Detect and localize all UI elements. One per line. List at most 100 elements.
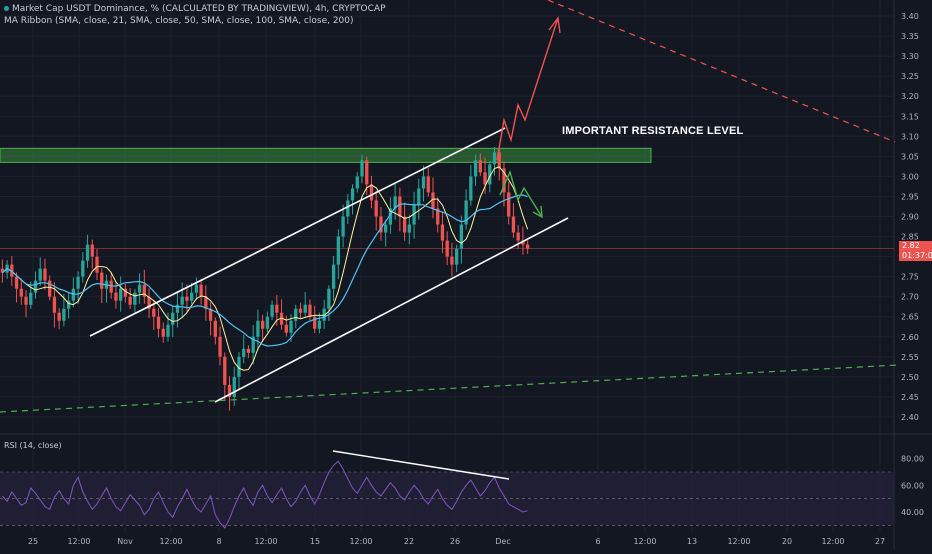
candle-body [223, 356, 227, 385]
candle-body [417, 188, 421, 205]
candle-body [497, 152, 501, 169]
candle-body [421, 176, 426, 189]
candle-body [478, 160, 482, 173]
candle-body [469, 176, 473, 201]
candle-body [350, 188, 355, 201]
candle-body [29, 292, 33, 305]
channel-upper-line [89, 127, 506, 337]
indicator-title: MA Ribbon (SMA, close, 21, SMA, close, 5… [4, 16, 354, 26]
price-axis-label: 3.40 [901, 12, 919, 21]
candle-body [142, 284, 146, 297]
ma-21-line [2, 166, 529, 371]
candle-body [251, 336, 255, 353]
candle-body [133, 292, 137, 305]
candle-body [194, 284, 199, 293]
candle-body [454, 248, 459, 265]
candle-body [275, 304, 279, 313]
time-axis-label: 12:00 [821, 537, 844, 546]
candle-body [218, 336, 222, 357]
price-axis-label: 2.70 [901, 293, 919, 302]
candle-body [199, 284, 203, 297]
candle-body [331, 264, 336, 289]
candle-body [279, 312, 284, 325]
candle-body [313, 316, 317, 329]
price-axis-label: 2.85 [901, 233, 919, 242]
candle-body [24, 296, 28, 305]
symbol-title-text: Market Cap USDT Dominance, % (CALCULATED… [12, 4, 386, 14]
rsi-axis-label: 80.00 [901, 455, 924, 464]
price-axis-label: 2.65 [901, 313, 919, 322]
time-axis-label: 25 [28, 537, 38, 546]
candle-body [256, 320, 260, 337]
time-axis-label: 12:00 [254, 537, 277, 546]
candle-body [66, 300, 71, 309]
candle-body [488, 164, 492, 185]
candle-body [171, 312, 175, 325]
candle-body [265, 316, 270, 329]
price-axis-label: 2.40 [901, 413, 919, 422]
candle-body [123, 288, 128, 297]
candle-body [95, 256, 99, 273]
bullish-projection-arrowhead [548, 16, 561, 34]
candle-body [152, 308, 156, 317]
candle-body [81, 260, 85, 277]
candle-body [284, 324, 288, 333]
time-axis-label: 12:00 [159, 537, 182, 546]
candle-body [156, 316, 161, 329]
bullish-projection-path [496, 17, 559, 161]
candle-body [341, 216, 345, 237]
candle-body [208, 308, 213, 321]
candle-body [180, 296, 184, 305]
candle-body [398, 196, 402, 217]
price-axis-label: 3.25 [901, 72, 919, 81]
candle-body [232, 376, 236, 397]
resistance-zone [0, 147, 652, 163]
candle-body [166, 324, 170, 337]
last-price-value: 2.82 [902, 241, 920, 250]
candle-body [521, 240, 525, 245]
time-axis-label: 12:00 [349, 537, 372, 546]
candle-body [260, 320, 265, 329]
candle-body [322, 308, 326, 321]
candle-body [128, 296, 132, 305]
price-axis-label: 2.45 [901, 393, 919, 402]
candle-body [360, 160, 364, 177]
candle-body [346, 200, 350, 217]
candle-body [407, 224, 411, 233]
time-axis-label: 12:00 [67, 537, 90, 546]
candle-body [289, 320, 293, 333]
candle-body [450, 256, 454, 265]
candle-body [298, 308, 303, 313]
price-axis-label: 2.95 [901, 192, 919, 201]
candle-body [114, 292, 118, 301]
price-axis-label: 2.75 [901, 273, 919, 282]
price-axis-label: 3.05 [901, 152, 919, 161]
candle-body [270, 304, 274, 317]
last-price-tag: 2.82 01:37:08 [899, 241, 932, 261]
candle-body [43, 268, 47, 281]
price-axis-label: 2.60 [901, 333, 919, 342]
time-axis-label: 12:00 [727, 537, 750, 546]
candle-body [137, 284, 142, 293]
price-axis-label: 3.20 [901, 92, 919, 101]
candle-body [511, 216, 516, 233]
candle-body [161, 328, 165, 337]
candle-body [369, 184, 374, 201]
candle-body [0, 268, 5, 273]
resistance-trendline [547, 0, 896, 143]
candle-body [189, 292, 194, 301]
candle-body [19, 288, 23, 297]
price-axis-label: 2.90 [901, 213, 919, 222]
candle-body [355, 176, 359, 189]
time-axis-label: 6 [595, 537, 600, 546]
candle-body [100, 272, 104, 289]
price-axis-label: 3.15 [901, 112, 919, 121]
price-axis-label: 3.30 [901, 52, 919, 61]
time-axis-label: 20 [782, 537, 792, 546]
candle-body [459, 224, 464, 249]
candle-body [48, 280, 52, 297]
ma-50-line [2, 194, 528, 347]
candle-body [227, 384, 232, 397]
